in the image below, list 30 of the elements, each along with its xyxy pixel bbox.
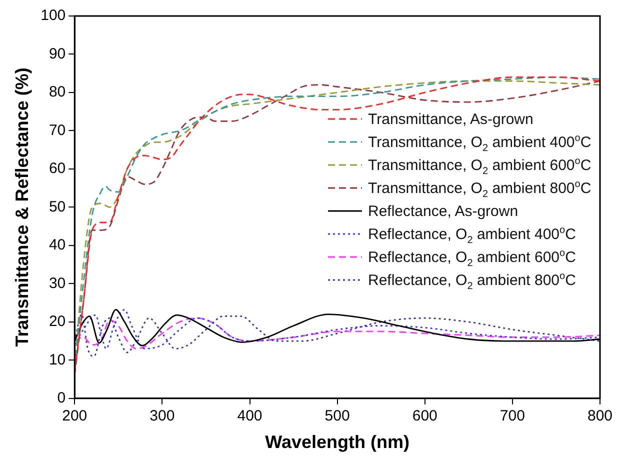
legend-label: Reflectance, O$_{2}$ ambient 600$^{o}$C [368, 248, 576, 268]
y-tick-label: 100 [40, 7, 66, 24]
y-tick-label: 70 [48, 122, 66, 139]
y-tick-label: 20 [48, 313, 66, 330]
y-tick-label: 50 [48, 198, 66, 216]
y-tick-label: 0 [57, 390, 66, 407]
y-axis-title: Transmittance & Reflectance (%) [12, 68, 32, 347]
y-tick-label: 30 [48, 274, 66, 292]
y-tick-label: 60 [48, 160, 66, 178]
legend-label: Transmittance, As-grown [368, 110, 534, 128]
legend-label: Transmittance, O$_{2}$ ambient 400$^{o}$C [368, 132, 592, 154]
x-tick-label: 200 [62, 408, 88, 425]
legend-label: Reflectance, As-grown [368, 202, 518, 220]
x-tick-label: 300 [150, 408, 175, 425]
x-tick-label: 600 [412, 408, 438, 425]
legend-label: Transmittance, O$_{2}$ ambient 800$^{o}$C [368, 178, 592, 200]
x-tick-label: 500 [324, 408, 350, 425]
y-tick-label: 40 [48, 236, 66, 254]
legend-label: Reflectance, O$_{2}$ ambient 800$^{o}$C [368, 270, 576, 292]
x-tick-label: 400 [237, 408, 262, 425]
x-tick-label: 700 [500, 408, 525, 425]
x-axis-title: Wavelength (nm) [265, 432, 410, 452]
x-tick-label: 800 [587, 408, 613, 425]
line-series [74, 317, 600, 350]
y-tick-label: 90 [48, 45, 66, 62]
y-tick-label: 10 [48, 351, 66, 368]
y-tick-label: 80 [48, 84, 66, 101]
line-series [74, 314, 600, 358]
legend-label: Transmittance, O$_{2}$ ambient 600$^{o}$C [368, 156, 592, 176]
legend-label: Reflectance, O$_{2}$ ambient 400$^{o}$C [368, 224, 576, 246]
